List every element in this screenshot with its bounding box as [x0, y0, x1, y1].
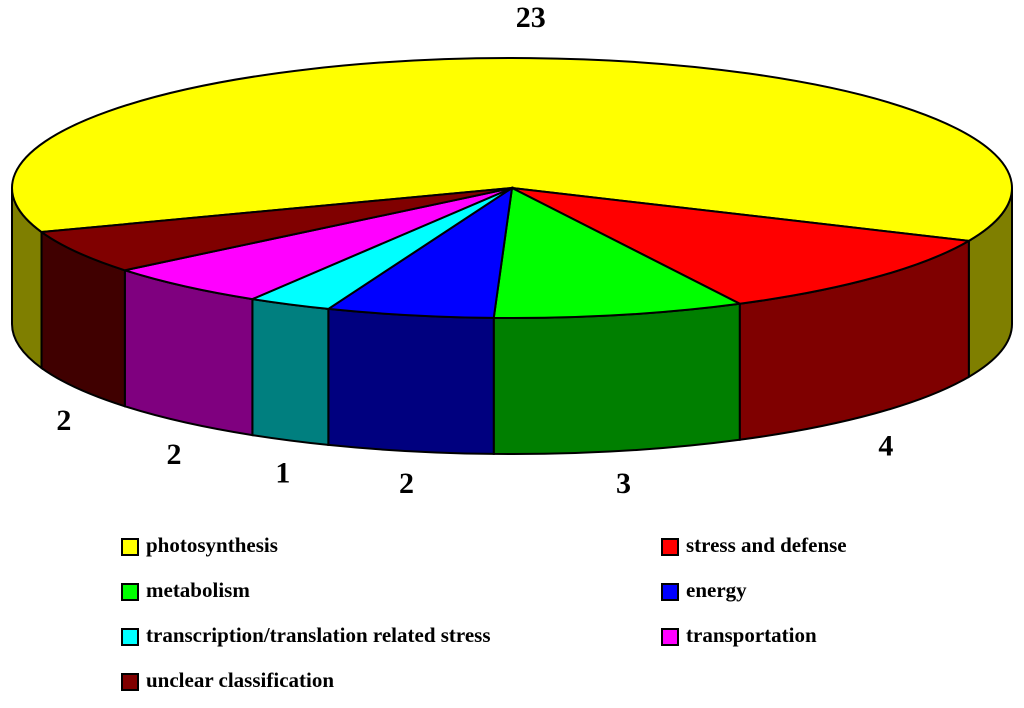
legend-label: transportation: [686, 623, 817, 647]
value-label: 2: [399, 467, 414, 500]
value-label: 1: [275, 456, 290, 489]
legend-swatch: [121, 628, 139, 646]
legend-label: energy: [686, 578, 747, 602]
legend-swatch: [661, 628, 679, 646]
legend-label: metabolism: [146, 578, 250, 602]
legend-label: stress and defense: [686, 533, 847, 557]
slice: [38, 187, 513, 272]
value-label: 4: [878, 429, 893, 462]
legend-swatch: [661, 583, 679, 601]
legend-label: unclear classification: [146, 668, 334, 692]
legend-label: transcription/translation related stress: [146, 623, 491, 647]
slice: [325, 185, 514, 319]
value-label: 23: [516, 1, 546, 34]
value-label: 3: [616, 467, 631, 500]
slice-side: [492, 302, 741, 455]
legend-swatch: [121, 673, 139, 691]
legend-swatch: [121, 538, 139, 556]
slice: [120, 187, 513, 301]
legend-swatch: [661, 538, 679, 556]
legend-label: photosynthesis: [146, 533, 278, 557]
slice-side: [251, 297, 330, 447]
slice-side: [327, 307, 495, 455]
slice: [492, 186, 744, 319]
value-label: 2: [167, 438, 182, 471]
slice: [511, 187, 972, 305]
slice: [11, 57, 1013, 242]
legend-swatch: [121, 583, 139, 601]
value-label: 2: [56, 404, 71, 437]
